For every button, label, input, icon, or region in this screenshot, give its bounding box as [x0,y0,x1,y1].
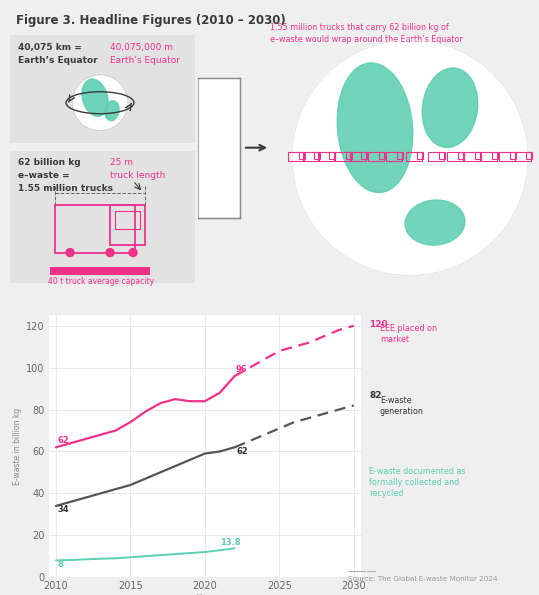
Text: ———: ——— [348,566,377,576]
Text: E-waste documented as
formally collected and
recycled: E-waste documented as formally collected… [369,467,466,498]
Circle shape [129,249,137,256]
Circle shape [72,75,128,131]
Text: 62: 62 [58,436,69,445]
Text: 40,075,000 m: 40,075,000 m [110,43,173,52]
Ellipse shape [82,79,108,117]
Text: E-waste
generation: E-waste generation [380,396,424,416]
Text: 82: 82 [369,391,382,400]
X-axis label: Year: Year [197,594,213,595]
Text: 8: 8 [58,560,63,569]
Text: Source: The Global E-waste Monitor 2024: Source: The Global E-waste Monitor 2024 [348,576,497,582]
Text: 62 billion kg: 62 billion kg [18,158,81,167]
Circle shape [106,249,114,256]
FancyBboxPatch shape [198,78,240,218]
Circle shape [66,249,74,256]
Text: Earth’s Equator: Earth’s Equator [110,56,180,65]
Text: Figure 3. Headline Figures (2010 – 2030): Figure 3. Headline Figures (2010 – 2030) [16,14,286,27]
Text: 34: 34 [58,505,69,514]
Text: 96: 96 [236,365,248,374]
Ellipse shape [337,63,413,192]
Text: 13.8: 13.8 [220,538,240,547]
Text: 40,075 km =: 40,075 km = [18,43,82,52]
Ellipse shape [405,200,465,245]
Y-axis label: E-waste in billion kg: E-waste in billion kg [13,408,22,485]
Text: 1.55 million trucks: 1.55 million trucks [18,184,113,193]
Text: 120: 120 [369,320,388,328]
Text: e–waste =: e–waste = [18,171,70,180]
Text: 62: 62 [236,447,248,456]
Ellipse shape [422,68,478,148]
FancyBboxPatch shape [10,35,195,143]
Text: Earth’s Equator: Earth’s Equator [18,56,98,65]
Ellipse shape [105,101,119,121]
Text: 40 t truck average capacity: 40 t truck average capacity [48,277,154,286]
Text: truck length: truck length [110,171,165,180]
Text: 1.55 million trucks that carry 62 billion kg of
e–waste would wrap around the Ea: 1.55 million trucks that carry 62 billio… [270,23,463,44]
Text: EEE placed on
market: EEE placed on market [380,324,437,345]
FancyBboxPatch shape [50,267,150,274]
Circle shape [292,40,528,275]
Text: 25 m: 25 m [110,158,133,167]
FancyBboxPatch shape [10,151,195,283]
